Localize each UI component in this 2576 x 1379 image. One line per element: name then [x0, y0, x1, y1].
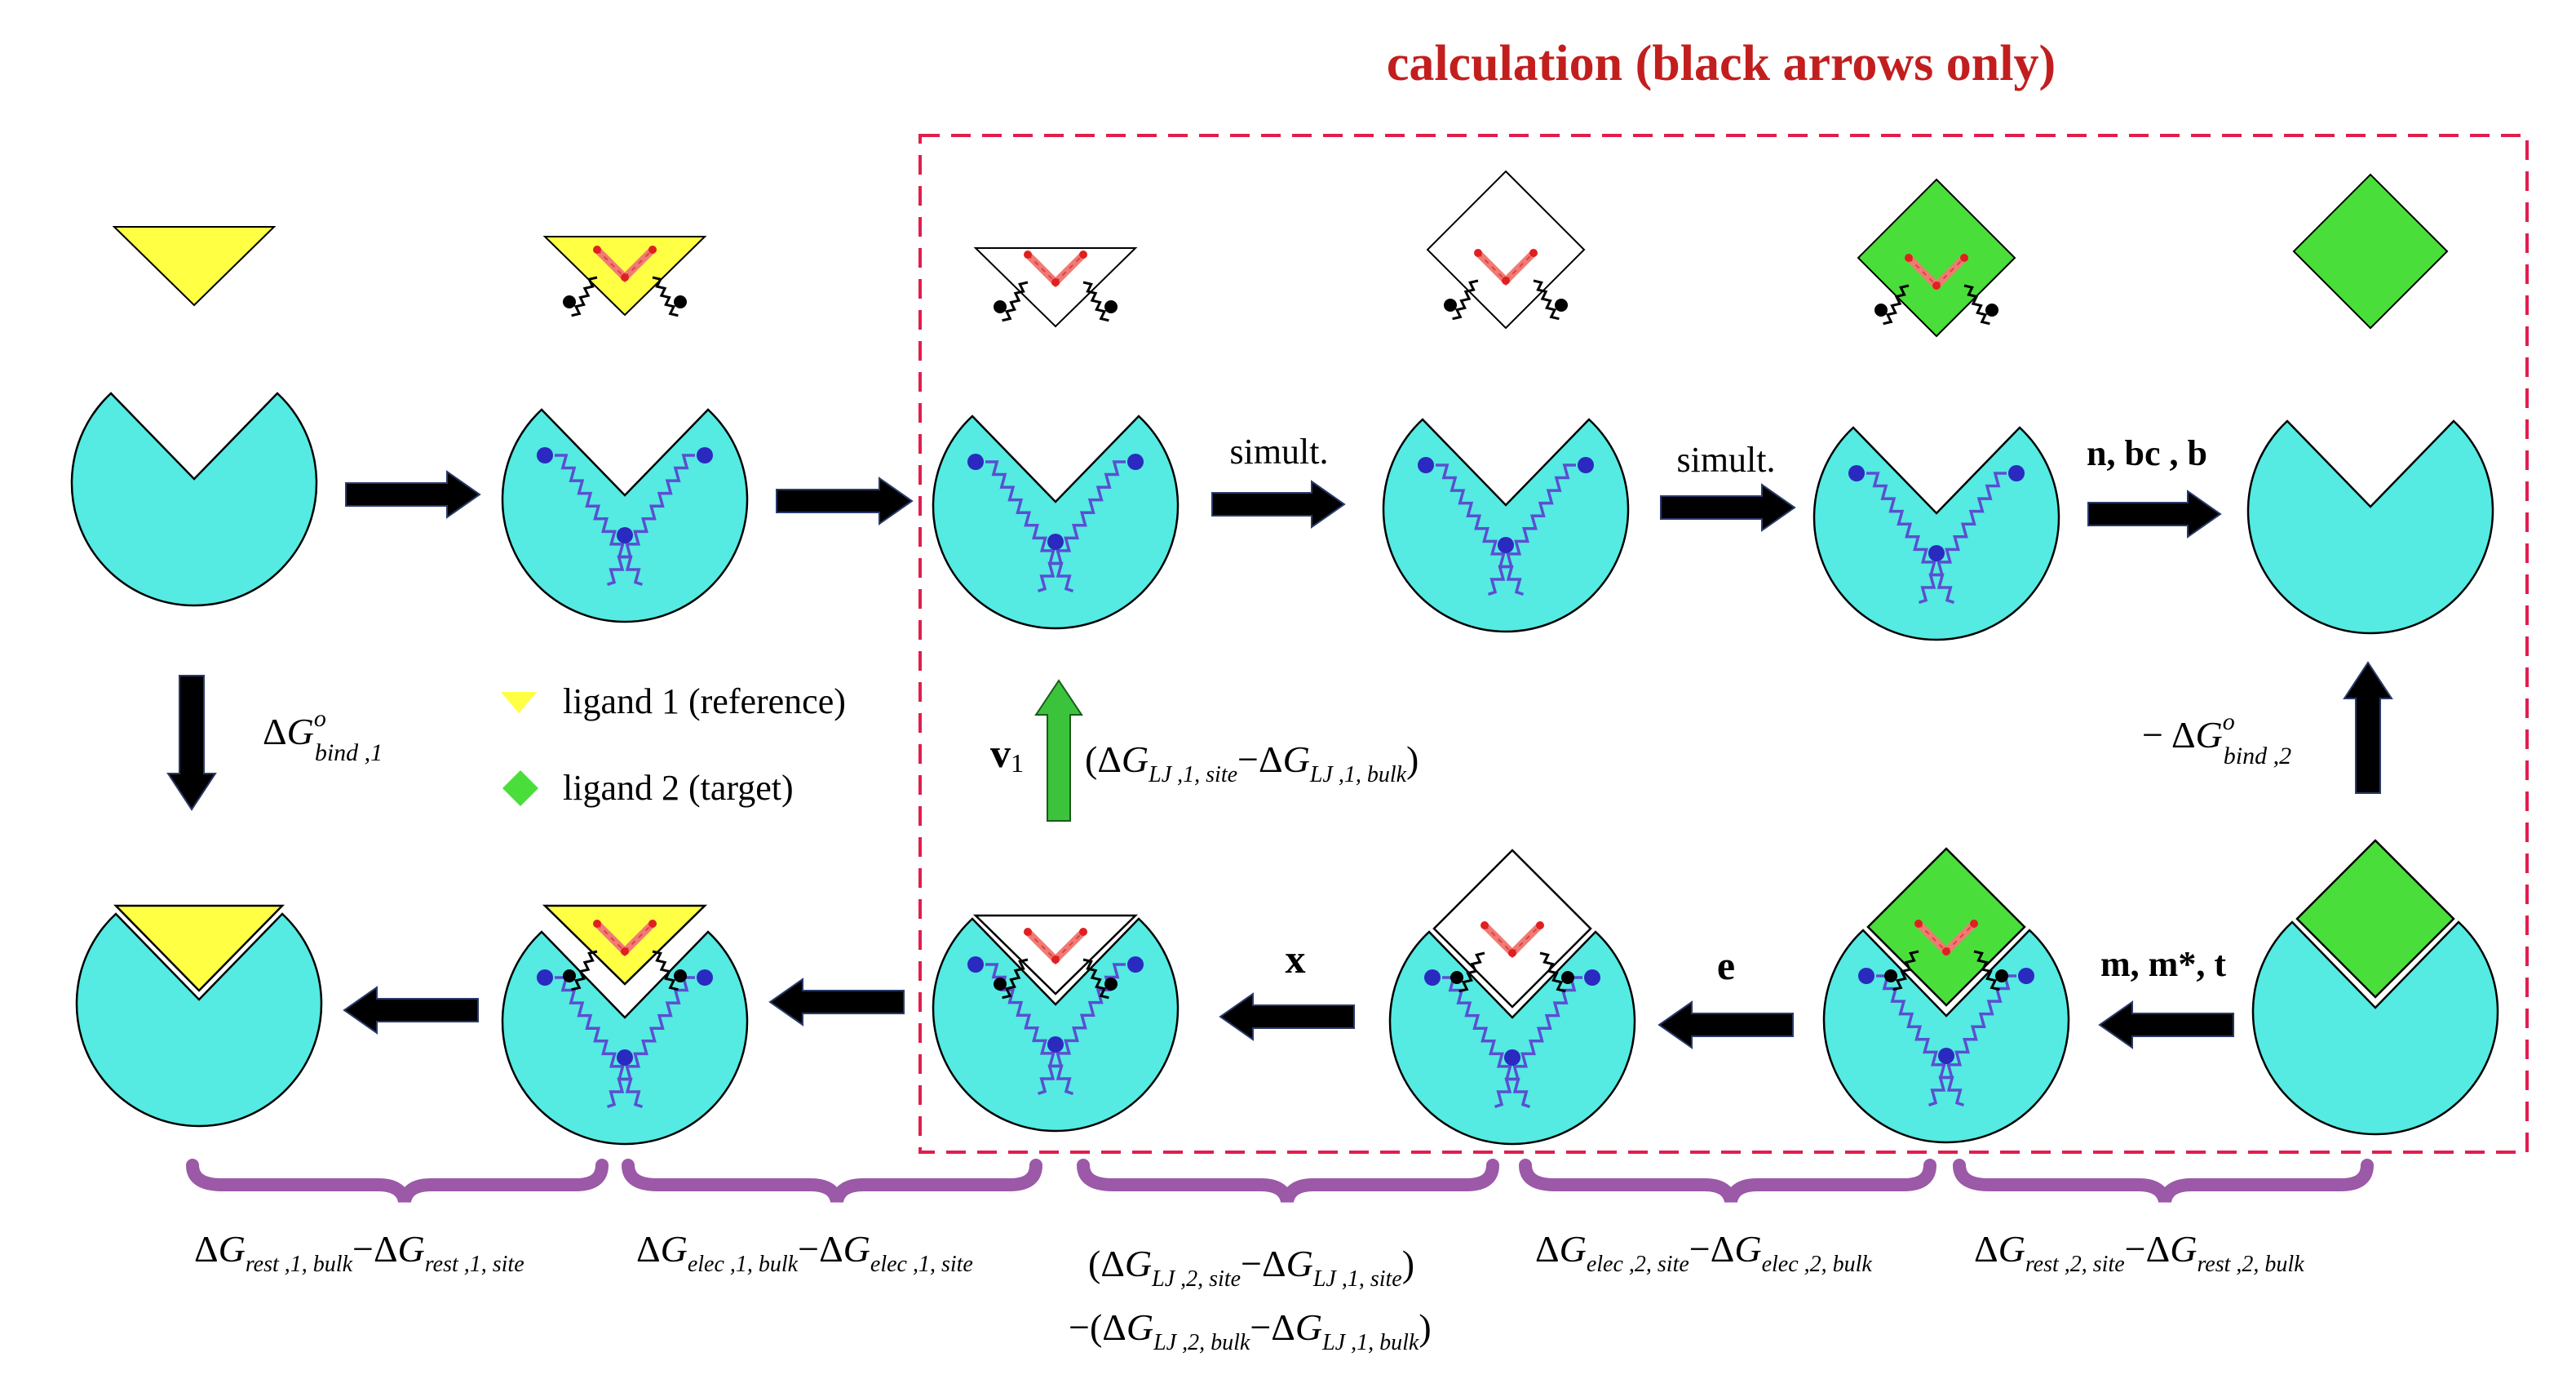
state-top-1: [70, 226, 318, 607]
brace-label-elec-2: ΔGelec ,2, site−ΔGelec ,2, bulk: [1535, 1228, 1872, 1277]
arrow-bottom-2: [768, 978, 905, 1026]
arrow-top-2: [776, 477, 914, 525]
arrow-bottom-1: [343, 986, 479, 1035]
brace-label-lj-line1: (ΔGLJ ,2, site−ΔGLJ ,1, site): [1088, 1243, 1414, 1292]
legend-ligand-2-marker: [502, 770, 538, 806]
state-bottom-6: [2251, 839, 2499, 1136]
legend-ligand-1-label: ligand 1 (reference): [563, 681, 846, 721]
brace-1: [186, 1159, 609, 1204]
brace-label-rest-2: ΔGrest ,2, site−ΔGrest ,2, bulk: [1974, 1228, 2304, 1277]
label-simult-2: simult.: [1676, 440, 1775, 480]
legend-ligand-1-marker: [501, 692, 537, 713]
state-bottom-5: [1822, 847, 2070, 1144]
state-top-2: [501, 236, 749, 623]
arrow-top-3: [1211, 480, 1346, 529]
arrow-top-1: [345, 470, 481, 519]
brace-2: [622, 1159, 1042, 1204]
label-m-mstar-t: m, m*, t: [2100, 944, 2226, 984]
state-bottom-3: [932, 914, 1180, 1133]
arrow-bottom-3: [1219, 992, 1355, 1041]
brace-label-rest-1: ΔGrest ,1, bulk−ΔGrest ,1, site: [194, 1228, 524, 1277]
brace-4: [1519, 1159, 1936, 1204]
brace-5: [1953, 1159, 2374, 1204]
legend: ligand 1 (reference) ligand 2 (target): [501, 681, 846, 808]
brace-label-lj-line2: −(ΔGLJ ,2, bulk−ΔGLJ ,1, bulk): [1069, 1306, 1432, 1355]
arrow-up-bind2: [2343, 661, 2393, 794]
state-top-4: [1382, 171, 1630, 633]
arrow-bottom-4: [1658, 1000, 1794, 1049]
brace-3: [1077, 1159, 1499, 1204]
state-bottom-2: [501, 904, 749, 1146]
state-top-3: [932, 248, 1180, 630]
arrow-up-v1: [1034, 679, 1083, 822]
eq-bind-2: − ΔGo bind ,2: [2142, 708, 2291, 769]
legend-ligand-2-label: ligand 2 (target): [563, 768, 794, 808]
brace-label-elec-1: ΔGelec ,1, bulk−ΔGelec ,1, site: [636, 1228, 973, 1277]
state-bottom-1: [75, 904, 323, 1128]
label-simult-1: simult.: [1229, 432, 1328, 472]
state-top-5: [1812, 179, 2060, 641]
state-top-6: [2246, 173, 2494, 635]
label-e: e: [1717, 942, 1735, 988]
label-n-bc-b: n, bc , b: [2087, 433, 2207, 473]
arrow-bottom-5: [2098, 1000, 2234, 1049]
calculation-frame: [918, 134, 2529, 1154]
arrow-top-5: [2087, 490, 2222, 539]
state-bottom-4: [1388, 849, 1636, 1146]
label-x: x: [1286, 936, 1306, 982]
eq-bind-1: ΔGo bind ,1: [263, 705, 383, 766]
eq-lj-top: (ΔGLJ ,1, site−ΔGLJ ,1, bulk): [1085, 738, 1419, 787]
arrow-top-4: [1660, 483, 1796, 532]
label-v1: v1: [990, 730, 1024, 778]
diagram-title: calculation (black arrows only): [1387, 36, 2056, 91]
arrow-down-bind1: [166, 675, 217, 811]
